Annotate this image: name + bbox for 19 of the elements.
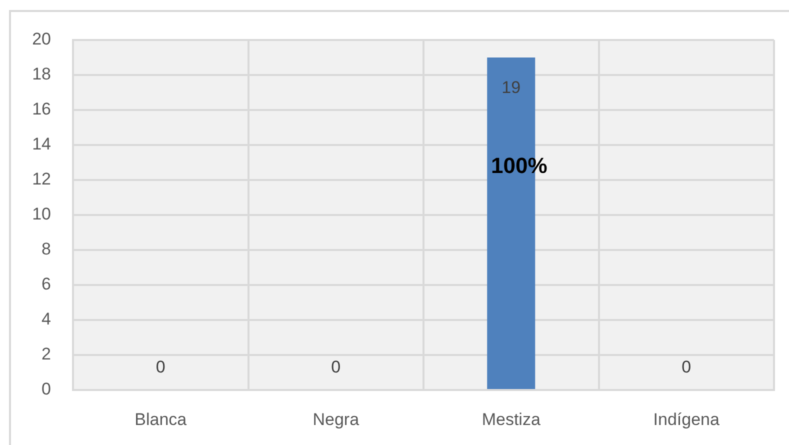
y-tick-label: 4 [42,310,51,329]
data-label: 0 [331,358,341,377]
y-tick-label: 16 [32,100,51,119]
x-tick-label: Indígena [653,410,720,429]
x-tick-label: Negra [312,410,360,429]
x-tick-label: Blanca [134,410,188,429]
data-label: 19 [502,78,521,98]
x-tick-label: Mestiza [482,410,541,429]
y-tick-label: 8 [42,240,51,259]
y-tick-label: 20 [32,30,51,49]
data-label: 0 [156,358,166,377]
y-tick-label: 10 [32,204,51,224]
y-tick-label: 18 [32,64,51,84]
y-tick-label: 6 [42,274,51,294]
data-label: 0 [682,358,692,377]
y-tick-label: 14 [32,134,51,154]
y-tick-label: 12 [32,170,51,189]
y-tick-label: 2 [42,344,51,364]
y-tick-label: 0 [42,380,51,399]
